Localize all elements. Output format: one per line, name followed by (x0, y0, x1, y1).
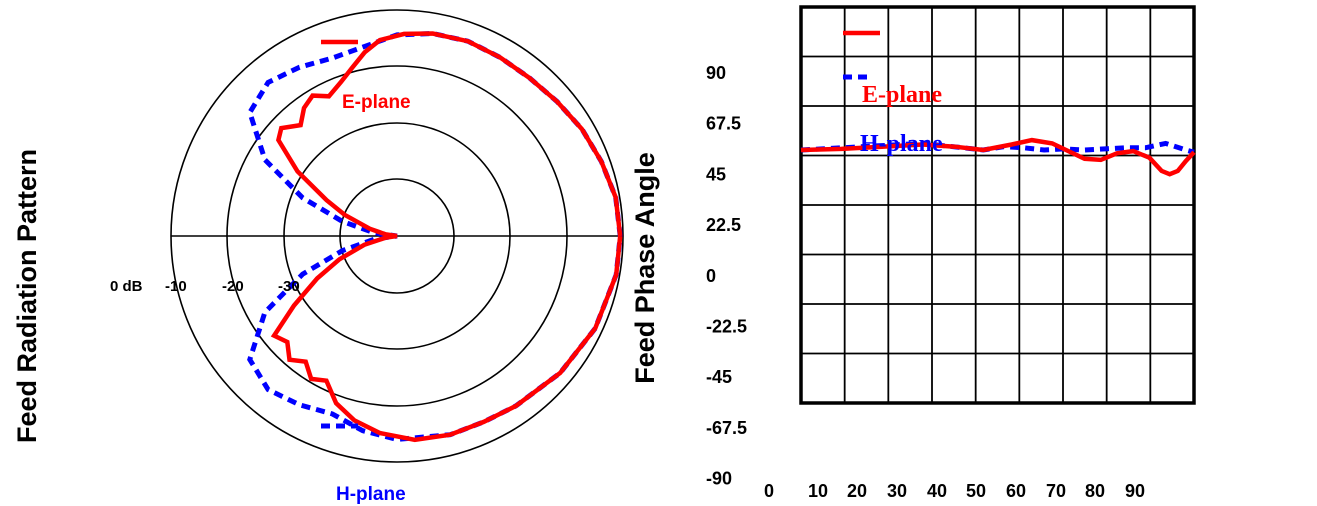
polar-tick-30: -30 (278, 278, 300, 295)
phase-x-ticks: 0 10 20 30 40 50 60 70 80 90 (764, 481, 1145, 501)
phase-y-tick-label: -22.5 (706, 317, 747, 337)
polar-y-axis-label: Feed Radiation Pattern (12, 149, 42, 443)
phase-y-tick-label: 22.5 (706, 215, 741, 235)
phase-y-tick-label: 67.5 (706, 114, 741, 134)
phase-legend-e-label: E-plane (862, 82, 942, 108)
phase-x-tick-label: 30 (887, 481, 907, 501)
phase-x-tick-label: 40 (927, 481, 947, 501)
polar-legend-e-label: E-plane (342, 92, 411, 113)
phase-series-e-plane (800, 137, 1196, 177)
phase-y-tick-label: -67.5 (706, 418, 747, 438)
polar-chart: Feed Radiation Pattern 0 dB -10 -20 -30 … (12, 9, 624, 505)
phase-chart: Feed Phase Angle 90 67.5 45 22.5 0 -22.5 -45 -6… (630, 5, 1196, 501)
phase-x-tick-label: 20 (847, 481, 867, 501)
phase-x-tick-label: 10 (808, 481, 828, 501)
phase-x-tick-label: 60 (1006, 481, 1026, 501)
phase-y-tick-label: -90 (706, 469, 732, 489)
phase-y-axis-label: Feed Phase Angle (630, 152, 660, 384)
polar-tick-0db: 0 dB (110, 278, 143, 295)
phase-y-tick-label: 90 (706, 63, 726, 83)
polar-legend-h-label: H-plane (336, 484, 406, 505)
phase-x-tick-label: 70 (1046, 481, 1066, 501)
phase-x-tick-label: 0 (764, 481, 774, 501)
phase-x-tick-label: 50 (966, 481, 986, 501)
phase-legend-h-label: H-plane (860, 131, 943, 157)
phase-x-tick-label: 80 (1085, 481, 1105, 501)
phase-plot-frame (799, 5, 1196, 405)
phase-y-ticks: 90 67.5 45 22.5 0 -22.5 -45 -67.5 -90 (706, 63, 747, 489)
phase-x-tick-label: 90 (1125, 481, 1145, 501)
phase-grid (801, 7, 1194, 403)
phase-y-tick-label: 45 (706, 164, 726, 184)
phase-y-tick-label: -45 (706, 367, 732, 387)
polar-series-e-plane (270, 31, 623, 443)
polar-tick-20: -20 (222, 278, 244, 295)
polar-tick-10: -10 (165, 278, 187, 295)
phase-y-tick-label: 0 (706, 266, 716, 286)
